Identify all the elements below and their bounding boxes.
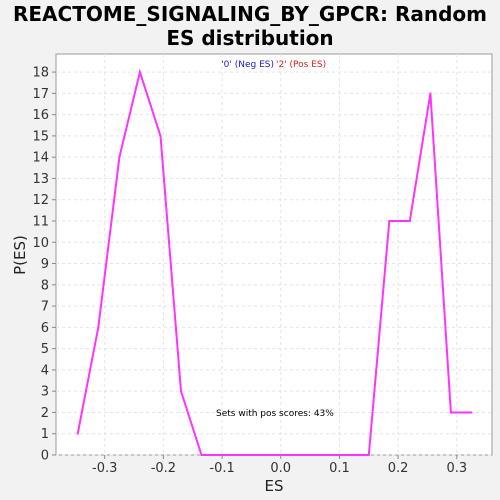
y-tick-label: 7	[41, 300, 49, 315]
y-axis-label: P(ES)	[11, 235, 29, 275]
pos-scores-annotation: Sets with pos scores: 43%	[216, 409, 334, 419]
data-point	[118, 156, 121, 159]
x-tick-label: 0.0	[270, 461, 291, 476]
y-tick-label: 16	[32, 108, 49, 123]
data-point	[429, 92, 432, 95]
data-point	[221, 454, 224, 456]
data-point	[159, 134, 162, 137]
data-point	[262, 454, 265, 456]
data-point	[470, 411, 473, 414]
y-tick-label: 9	[41, 257, 49, 272]
y-tick-label: 12	[32, 193, 49, 208]
y-tick-label: 3	[41, 385, 49, 400]
x-tick-label: -0.3	[92, 461, 117, 476]
data-point	[241, 454, 244, 456]
chart-title: REACTOME_SIGNALING_BY_GPCR: Random ES di…	[0, 2, 500, 50]
y-tick-label: 10	[32, 236, 49, 251]
y-tick-label: 5	[41, 342, 49, 357]
legend-entry-neg: '0' (Neg ES)	[221, 60, 274, 70]
y-tick-label: 8	[41, 278, 49, 293]
series-line	[76, 68, 472, 456]
grid	[56, 54, 492, 456]
y-tick-label: 11	[32, 214, 49, 229]
series-layer	[76, 68, 473, 456]
legend-entry-pos: '2' (Pos ES)	[276, 60, 326, 70]
y-tick-label: 2	[41, 406, 49, 421]
data-point	[388, 219, 391, 222]
y-tick-label: 15	[32, 129, 49, 144]
y-tick-label: 0	[41, 449, 49, 464]
data-point	[179, 390, 182, 393]
y-tick-label: 17	[32, 87, 49, 102]
y-tick-label: 4	[41, 363, 49, 378]
x-tick-label: 0.3	[446, 461, 467, 476]
chart-title-line-1: REACTOME_SIGNALING_BY_GPCR: Random	[12, 2, 488, 26]
y-tick-label: 6	[41, 321, 49, 336]
data-point	[76, 432, 79, 435]
x-tick-label: 0.1	[329, 461, 350, 476]
y-tick-label: 13	[32, 172, 49, 187]
x-tick-label: -0.1	[209, 461, 234, 476]
chart-title-line-2: ES distribution	[166, 26, 334, 50]
data-point	[367, 454, 370, 456]
data-point	[138, 71, 141, 74]
data-point	[282, 454, 285, 456]
data-point	[408, 219, 411, 222]
y-tick-label: 14	[32, 151, 49, 166]
x-axis-label: ES	[265, 477, 284, 495]
x-tick-label: -0.2	[151, 461, 176, 476]
x-tick-label: 0.2	[388, 461, 409, 476]
data-point	[449, 411, 452, 414]
data-point	[344, 454, 347, 456]
y-tick-label: 1	[41, 427, 49, 442]
y-tick-label: 18	[32, 66, 49, 81]
data-point	[97, 326, 100, 329]
data-point	[323, 454, 326, 456]
data-point	[303, 454, 306, 456]
data-point	[200, 454, 203, 456]
